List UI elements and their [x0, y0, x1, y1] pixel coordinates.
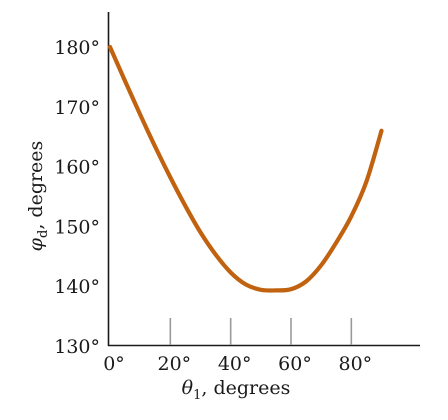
x-tick-label: 80°	[338, 353, 372, 375]
x-tick-marks	[170, 318, 351, 345]
y-axis-label-symbol: φ	[25, 237, 47, 251]
x-axis-label: θ1, degrees	[182, 377, 291, 403]
x-tick-label: 20°	[157, 353, 191, 375]
x-tick-label: 60°	[278, 353, 312, 375]
y-axis-label-subscript: d	[36, 230, 51, 238]
y-tick-label: 150°	[54, 216, 100, 238]
x-tick-labels: 0° 20° 40° 60° 80°	[103, 353, 372, 375]
y-tick-label: 180°	[54, 37, 100, 59]
x-axis-label-symbol: θ	[182, 377, 194, 399]
y-axis-label: φd, degrees	[25, 141, 51, 252]
y-tick-label: 160°	[54, 157, 100, 179]
x-axis-label-subscript: 1	[193, 388, 201, 403]
x-tick-label: 0°	[103, 353, 125, 375]
series-line	[110, 47, 382, 291]
y-tick-label: 130°	[54, 336, 100, 358]
y-axis-label-text: , degrees	[25, 141, 47, 230]
x-tick-label: 40°	[218, 353, 252, 375]
x-axis-label-text: , degrees	[201, 377, 290, 399]
y-tick-label: 140°	[54, 276, 100, 298]
y-tick-labels: 130° 140° 150° 160° 170° 180°	[54, 37, 100, 358]
y-tick-label: 170°	[54, 97, 100, 119]
